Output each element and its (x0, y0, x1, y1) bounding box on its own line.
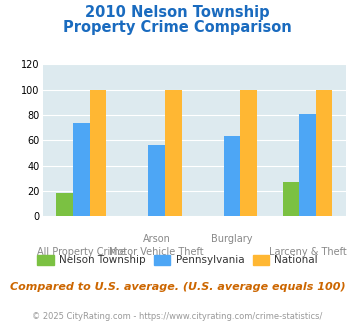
Text: Motor Vehicle Theft: Motor Vehicle Theft (109, 247, 204, 257)
Text: 2010 Nelson Township: 2010 Nelson Township (85, 5, 270, 20)
Bar (56, 193, 73, 216)
Bar (224, 137, 240, 216)
Bar (283, 182, 299, 216)
Bar (148, 145, 165, 216)
Text: All Property Crime: All Property Crime (37, 247, 126, 257)
Bar (89, 90, 106, 216)
Bar (299, 114, 316, 216)
Legend: Nelson Township, Pennsylvania, National: Nelson Township, Pennsylvania, National (33, 251, 322, 270)
Text: Burglary: Burglary (211, 234, 253, 244)
Bar (165, 90, 181, 216)
Text: © 2025 CityRating.com - https://www.cityrating.com/crime-statistics/: © 2025 CityRating.com - https://www.city… (32, 312, 323, 321)
Text: Property Crime Comparison: Property Crime Comparison (63, 20, 292, 35)
Bar (316, 90, 332, 216)
Text: Larceny & Theft: Larceny & Theft (269, 247, 346, 257)
Text: Arson: Arson (143, 234, 171, 244)
Bar (73, 122, 89, 216)
Bar (240, 90, 257, 216)
Text: Compared to U.S. average. (U.S. average equals 100): Compared to U.S. average. (U.S. average … (10, 282, 345, 292)
